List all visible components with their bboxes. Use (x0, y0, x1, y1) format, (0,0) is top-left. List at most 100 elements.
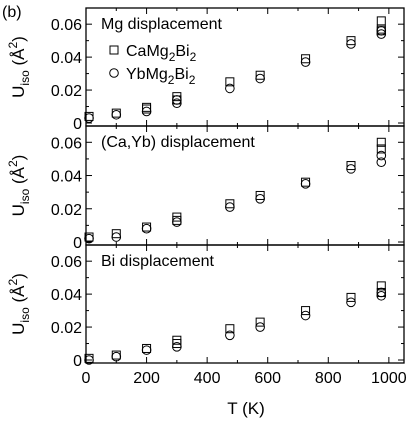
y-axis-label: Uiso (Å2) (6, 273, 32, 335)
data-point-circle (111, 232, 122, 242)
legend-entry: CaMg2Bi2 (126, 43, 197, 64)
data-point-circle (255, 73, 265, 84)
data-point-circle (172, 95, 182, 105)
data-point-square (225, 77, 235, 87)
data-point-square (301, 306, 311, 316)
legend-entry-part: Bi (175, 43, 189, 60)
legend-marker-circle (109, 68, 119, 78)
data-point-circle (225, 330, 235, 341)
data-point-circle (225, 83, 235, 94)
y-axis-label-part: 2 (6, 279, 20, 286)
panel-label: (b) (2, 4, 22, 21)
y-tick-label: 0.06 (51, 254, 82, 271)
y-tick-label: 0.04 (51, 169, 82, 186)
data-point-circle (111, 109, 122, 120)
x-tick-label: 200 (133, 370, 160, 387)
y-tick-label: 0 (73, 116, 82, 133)
y-axis-label-part: Å (9, 166, 28, 178)
data-point-square (172, 339, 182, 349)
data-point-square (346, 161, 356, 171)
y-axis-label-part: 2 (6, 42, 20, 49)
data-point-circle (346, 297, 356, 308)
legend-entry-part: 2 (190, 50, 197, 64)
x-tick-label: 1000 (371, 370, 407, 387)
legend-entry-part: CaMg (126, 43, 169, 60)
data-point-square (111, 229, 121, 239)
x-tick-label: 0 (82, 370, 91, 387)
legend-entry-part: 2 (169, 50, 176, 64)
data-point-circle (111, 351, 122, 362)
data-point-square (301, 54, 311, 64)
data-point-circle (376, 25, 387, 36)
data-point-circle (84, 113, 94, 123)
data-point-circle (141, 106, 152, 117)
y-axis-label: Uiso (Å2) (6, 155, 32, 217)
data-point-square (255, 317, 265, 327)
y-tick-label: 0.04 (51, 50, 82, 67)
y-axis-label-part: iso (18, 188, 32, 204)
y-axis-label-part: Å (9, 48, 28, 60)
y-axis-label-part: ) (9, 36, 28, 42)
panel-title: (Ca,Yb) displacement (101, 134, 255, 151)
data-point-circle (172, 342, 182, 352)
y-tick-label: 0.02 (51, 320, 82, 337)
data-point-circle (255, 322, 265, 332)
data-point-circle (376, 29, 387, 39)
data-point-circle (84, 233, 94, 244)
x-tick-label: 400 (194, 370, 221, 387)
legend-entry: YbMg2Bi2 (126, 66, 196, 87)
y-tick-label: 0.04 (51, 287, 82, 304)
data-point-square (225, 324, 235, 334)
panel-2: 0 0.02 0.04 0.06 (Ca,Yb) displacement Uiso (Å… (6, 125, 405, 252)
y-axis-label-part: ( (9, 297, 28, 308)
data-point-circle (300, 57, 311, 67)
panel-frame (85, 244, 405, 364)
panel-1: 0 0.02 0.04 0.06 Mg displacement Uiso (Å2) CaM… (6, 7, 405, 133)
data-point-square (225, 199, 235, 209)
data-point-square (255, 190, 265, 200)
y-axis-label-part: U (9, 323, 28, 335)
data-point-square (376, 16, 386, 26)
data-point-circle (255, 193, 265, 204)
legend-entry-part: Bi (174, 66, 188, 83)
legend-entry-part: YbMg (126, 66, 168, 83)
y-axis-label-part: ( (9, 60, 28, 71)
x-axis-label: T (K) (227, 399, 264, 418)
panel-title: Mg displacement (101, 16, 223, 33)
y-tick-label: 0.06 (51, 135, 82, 152)
data-point-circle (376, 157, 387, 168)
data-point-circle (376, 290, 387, 301)
panel-3: 0 0.02 0.04 0.06 Bi displacement Uiso (Å2) (6, 244, 405, 370)
data-point-square (376, 144, 386, 154)
y-axis-label: Uiso (Å2) (6, 36, 32, 98)
data-point-square (172, 212, 182, 222)
data-point-square (346, 292, 356, 302)
data-point-circle (172, 98, 182, 109)
y-axis-label-part: 2 (6, 160, 20, 167)
y-axis-label-part: Å (9, 285, 28, 297)
y-axis-label-part: ) (9, 155, 28, 161)
data-point-circle (376, 150, 387, 161)
y-tick-label: 0.02 (51, 202, 82, 219)
data-point-square (376, 281, 386, 291)
y-tick-label: 0.06 (51, 17, 82, 34)
y-axis-label-part: U (9, 204, 28, 216)
data-point-circle (376, 287, 387, 298)
x-tick-label: 800 (315, 370, 342, 387)
y-axis-label-part: iso (18, 70, 32, 86)
y-tick-label: 0.02 (51, 83, 82, 100)
data-point-circle (300, 310, 311, 321)
data-point-square (346, 36, 356, 46)
y-tick-label: 0 (73, 353, 82, 370)
data-point-circle (346, 39, 356, 49)
y-axis-label-part: ( (9, 178, 28, 189)
data-point-circle (346, 164, 356, 174)
data-point-circle (225, 202, 235, 212)
data-point-square (255, 70, 265, 80)
legend-entry-part: 2 (168, 73, 175, 87)
data-point-circle (300, 179, 311, 189)
data-point-square (376, 137, 386, 147)
